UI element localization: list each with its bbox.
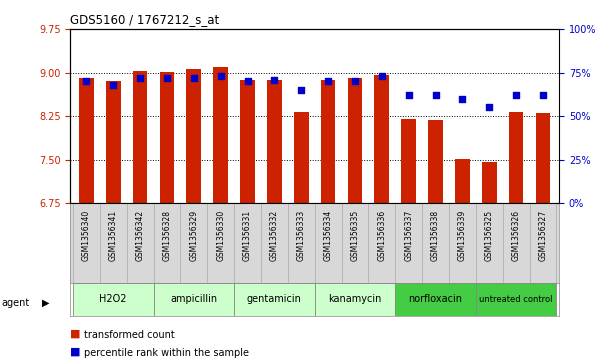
Text: transformed count: transformed count — [84, 330, 175, 340]
Bar — [153, 283, 234, 316]
Bar — [186, 69, 201, 203]
Text: GSM1356329: GSM1356329 — [189, 210, 199, 261]
Text: GSM1356336: GSM1356336 — [378, 210, 386, 261]
Bar — [79, 78, 93, 203]
Text: ▶: ▶ — [42, 298, 49, 308]
Bar — [315, 283, 395, 316]
Bar — [267, 79, 282, 203]
Point — [243, 78, 252, 84]
Bar — [509, 112, 524, 203]
Point — [377, 73, 387, 79]
Text: ■: ■ — [70, 347, 84, 357]
Text: kanamycin: kanamycin — [328, 294, 382, 305]
Point — [538, 92, 548, 98]
Text: percentile rank within the sample: percentile rank within the sample — [84, 348, 249, 358]
Bar — [455, 159, 470, 203]
Bar — [401, 119, 416, 203]
Text: GSM1356338: GSM1356338 — [431, 210, 440, 261]
Bar — [482, 162, 497, 203]
Bar — [428, 120, 443, 203]
Bar — [73, 283, 153, 316]
Bar — [133, 72, 147, 203]
Text: GSM1356332: GSM1356332 — [270, 210, 279, 261]
Point — [511, 92, 521, 98]
Point — [296, 87, 306, 93]
Bar — [476, 283, 557, 316]
Point — [431, 92, 441, 98]
Bar — [536, 113, 551, 203]
Text: GSM1356334: GSM1356334 — [324, 210, 332, 261]
Point — [323, 78, 333, 84]
Text: GSM1356339: GSM1356339 — [458, 210, 467, 261]
Point — [485, 105, 494, 110]
Point — [162, 75, 172, 81]
Text: GSM1356330: GSM1356330 — [216, 210, 225, 261]
Text: GSM1356327: GSM1356327 — [538, 210, 547, 261]
Text: untreated control: untreated control — [480, 295, 553, 304]
Text: gentamicin: gentamicin — [247, 294, 302, 305]
Text: GSM1356341: GSM1356341 — [109, 210, 118, 261]
Text: agent: agent — [1, 298, 29, 308]
Point — [350, 78, 360, 84]
Text: GSM1356340: GSM1356340 — [82, 210, 91, 261]
Point — [269, 77, 279, 82]
Text: GSM1356333: GSM1356333 — [297, 210, 306, 261]
Text: GDS5160 / 1767212_s_at: GDS5160 / 1767212_s_at — [70, 13, 219, 26]
Bar — [234, 283, 315, 316]
Bar — [321, 79, 335, 203]
Text: GSM1356326: GSM1356326 — [511, 210, 521, 261]
Bar — [395, 283, 476, 316]
Bar — [294, 112, 309, 203]
Point — [216, 73, 225, 79]
Text: GSM1356335: GSM1356335 — [351, 210, 359, 261]
Point — [81, 78, 91, 84]
Bar — [348, 78, 362, 203]
Bar — [106, 81, 120, 203]
Bar — [375, 75, 389, 203]
Text: ■: ■ — [70, 329, 84, 339]
Point — [189, 75, 199, 81]
Text: ampicillin: ampicillin — [170, 294, 218, 305]
Text: GSM1356328: GSM1356328 — [163, 210, 172, 261]
Point — [458, 96, 467, 102]
Point — [108, 82, 118, 88]
Text: GSM1356325: GSM1356325 — [485, 210, 494, 261]
Text: H2O2: H2O2 — [100, 294, 127, 305]
Text: GSM1356337: GSM1356337 — [404, 210, 413, 261]
Text: GSM1356331: GSM1356331 — [243, 210, 252, 261]
Bar — [159, 72, 174, 203]
Text: norfloxacin: norfloxacin — [409, 294, 463, 305]
Text: GSM1356342: GSM1356342 — [136, 210, 145, 261]
Bar — [240, 79, 255, 203]
Point — [404, 92, 414, 98]
Bar — [213, 68, 228, 203]
Point — [135, 75, 145, 81]
